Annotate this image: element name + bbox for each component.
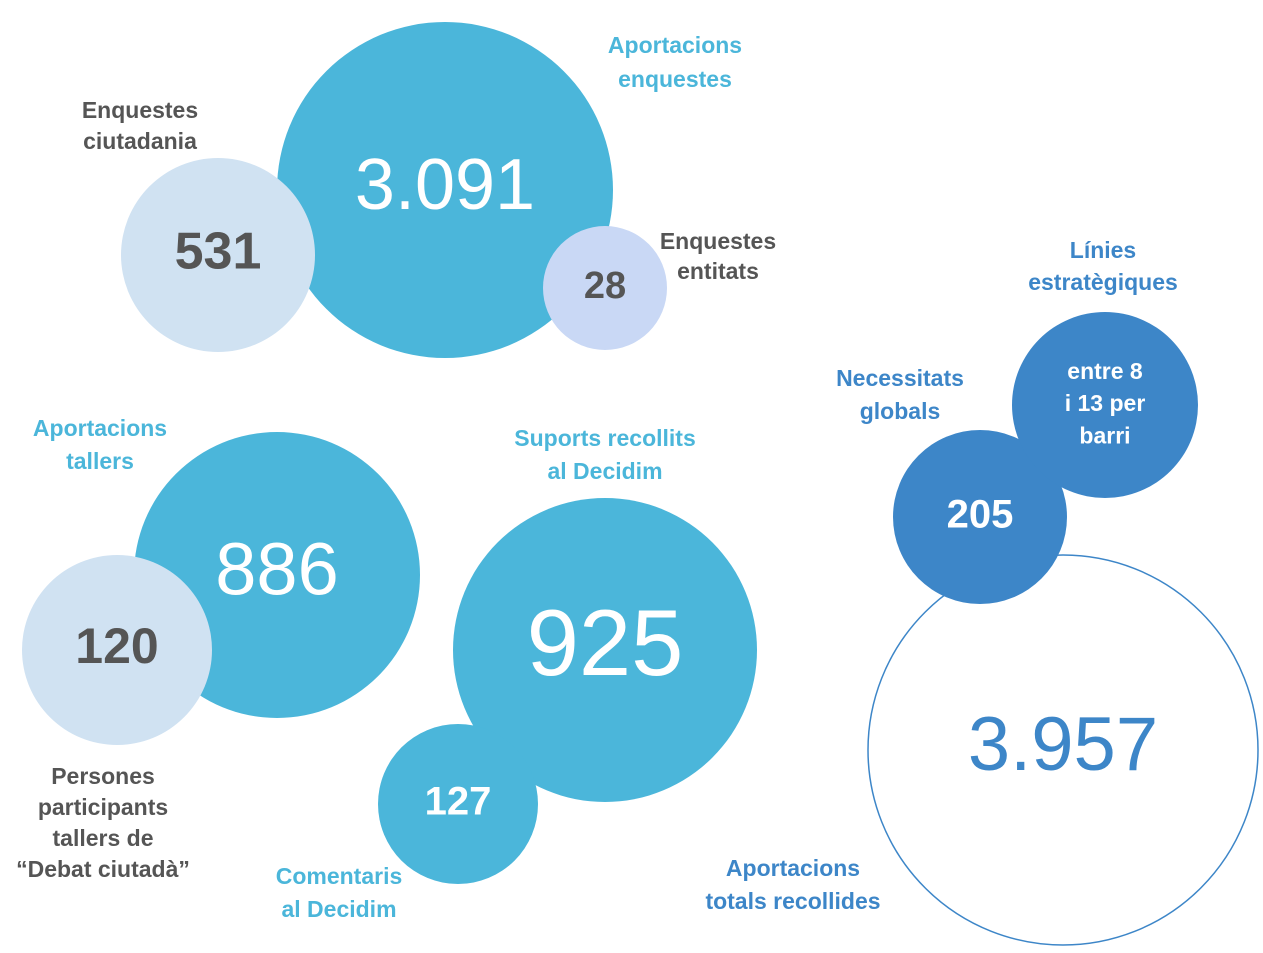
bubble-label: enquestes — [618, 66, 732, 92]
bubble-label: Aportacions — [726, 855, 860, 881]
bubble-label: Comentaris — [276, 863, 403, 889]
bubble-label: Persones — [51, 763, 155, 789]
bubble-label: Enquestes — [660, 228, 776, 254]
bubble-label: totals recollides — [705, 888, 880, 914]
bubble-value: i 13 per — [1065, 390, 1146, 416]
bubble-value: 886 — [215, 528, 338, 611]
bubble-label: Línies — [1070, 237, 1136, 263]
bubble-label: al Decidim — [281, 896, 396, 922]
bubble-label: Aportacions — [608, 32, 742, 58]
bubble-value: 925 — [527, 590, 684, 695]
bubble-label: entitats — [677, 258, 759, 284]
bubble-label: ciutadania — [83, 128, 197, 154]
bubble — [121, 158, 315, 352]
bubble-value: 28 — [584, 265, 626, 307]
bubble-label: Aportacions — [33, 415, 167, 441]
bubble-label: participants — [38, 794, 168, 820]
bubble-label: Suports recollits — [514, 425, 695, 451]
bubble-value: 3.957 — [968, 702, 1158, 787]
bubble-value: 205 — [947, 493, 1014, 537]
bubble-label: tallers — [66, 448, 134, 474]
bubble-value: entre 8 — [1067, 358, 1143, 384]
bubble — [893, 430, 1067, 604]
bubble — [1012, 312, 1198, 498]
bubble — [453, 498, 757, 802]
bubble-value: barri — [1079, 422, 1130, 448]
bubble-label: al Decidim — [547, 458, 662, 484]
bubble-label: Necessitats — [836, 365, 964, 391]
bubble — [867, 554, 1259, 946]
bubble-label: “Debat ciutadà” — [16, 856, 190, 882]
bubble-value: 3.091 — [355, 145, 535, 225]
bubble-label: globals — [860, 398, 941, 424]
bubble — [22, 555, 212, 745]
bubble — [277, 22, 613, 358]
bubble — [378, 724, 538, 884]
bubble-label: Enquestes — [82, 97, 198, 123]
bubble — [543, 226, 667, 350]
bubble-label: estratègiques — [1028, 269, 1178, 295]
bubble-value: 120 — [75, 618, 158, 674]
bubble-value: 531 — [175, 223, 262, 281]
bubble-value: 127 — [425, 780, 492, 824]
bubble-label: tallers de — [53, 825, 154, 851]
